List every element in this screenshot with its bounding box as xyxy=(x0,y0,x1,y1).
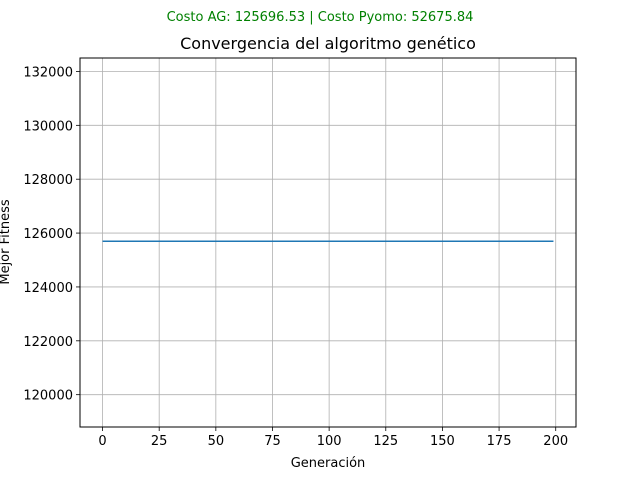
x-tick-label: 25 xyxy=(151,434,168,449)
y-tick-label: 126000 xyxy=(23,227,73,242)
x-tick-label: 50 xyxy=(208,434,225,449)
grid-lines xyxy=(80,58,576,427)
axes-frame xyxy=(79,57,577,428)
x-tick-label: 200 xyxy=(543,434,568,449)
x-tick-label: 100 xyxy=(317,434,342,449)
x-axis-label: Generación xyxy=(291,456,366,471)
figure-suptitle: Costo AG: 125696.53 | Costo Pyomo: 52675… xyxy=(167,10,474,25)
y-tick-label: 130000 xyxy=(23,119,73,134)
y-tick-label: 122000 xyxy=(23,335,73,350)
y-axis-label: Mejor Fitness xyxy=(0,199,13,285)
y-tick-label: 128000 xyxy=(23,173,73,188)
x-axis-ticks: 0 25 50 75 100 125 150 175 200 xyxy=(98,427,568,449)
y-axis-ticks: 120000 122000 124000 126000 128000 130000 1320… xyxy=(23,65,80,404)
y-tick-label: 124000 xyxy=(23,281,73,296)
x-tick-label: 175 xyxy=(487,434,512,449)
y-tick-label: 132000 xyxy=(23,65,73,80)
y-tick-label: 120000 xyxy=(23,389,73,404)
chart-title: Convergencia del algoritmo genético xyxy=(180,34,476,53)
x-tick-label: 75 xyxy=(264,434,281,449)
x-tick-label: 0 xyxy=(98,434,106,449)
x-tick-label: 125 xyxy=(373,434,398,449)
x-tick-label: 150 xyxy=(430,434,455,449)
